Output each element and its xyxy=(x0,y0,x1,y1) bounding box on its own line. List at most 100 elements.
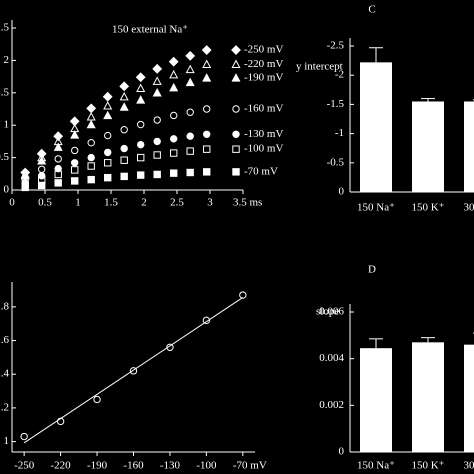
legend-marker xyxy=(232,145,240,153)
point xyxy=(87,175,95,184)
x-tick-label: -220 xyxy=(51,460,72,472)
x-tick-label: 0 xyxy=(9,197,15,209)
point xyxy=(185,77,195,87)
x-tick-label: 3 xyxy=(207,197,213,209)
y-axis-label: y intercept xyxy=(296,61,343,73)
y-tick-label: 0.004 xyxy=(319,352,344,364)
y-tick-label: 0 xyxy=(339,446,345,458)
bar xyxy=(360,348,392,452)
point xyxy=(70,130,80,139)
point xyxy=(153,170,161,179)
point xyxy=(170,149,178,157)
point xyxy=(137,120,145,129)
point xyxy=(202,59,212,68)
point xyxy=(135,72,146,83)
legend-label: -250 mV xyxy=(244,44,283,56)
point xyxy=(136,95,146,104)
x-tick-label: 150 Na⁺ xyxy=(357,460,395,472)
point xyxy=(87,153,95,162)
point xyxy=(170,111,178,120)
y-tick-label: -1.5 xyxy=(327,98,345,110)
point xyxy=(87,138,95,147)
annotation: 150 external Na⁺ xyxy=(112,24,188,36)
x-tick-label: -190 xyxy=(87,460,108,472)
point xyxy=(170,169,178,177)
point xyxy=(185,50,196,61)
point xyxy=(37,156,47,165)
bar xyxy=(464,344,474,452)
point xyxy=(203,130,211,138)
x-tick-label: 2.5 xyxy=(170,197,184,209)
point xyxy=(104,131,112,140)
x-tick-label: -70 mV xyxy=(233,460,267,472)
point xyxy=(20,432,28,441)
y-tick-label: 1.4 xyxy=(0,368,10,380)
legend-label: -220 mV xyxy=(244,58,283,70)
panel-label: D xyxy=(368,264,376,276)
point xyxy=(119,91,129,101)
y-tick-label: -1 xyxy=(335,127,344,139)
point xyxy=(71,146,79,155)
point xyxy=(201,45,212,55)
point xyxy=(203,168,211,176)
x-tick-label: 150 Na⁺ xyxy=(357,202,395,214)
point xyxy=(119,102,129,111)
legend-marker xyxy=(231,73,241,82)
y-tick-label: -0.5 xyxy=(327,156,345,168)
point xyxy=(120,172,128,181)
y-tick-label: -2 xyxy=(335,69,344,81)
y-tick-label: 0.002 xyxy=(319,399,344,411)
point xyxy=(103,101,113,110)
y-tick-label: 2.5 xyxy=(0,22,10,34)
point xyxy=(38,165,46,173)
y-axis-label: slope xyxy=(316,306,339,318)
y-tick-label: 0 xyxy=(339,186,345,198)
point xyxy=(86,119,96,129)
bar xyxy=(412,101,444,192)
legend-label: -100 mV xyxy=(244,143,283,155)
point xyxy=(203,145,211,153)
point xyxy=(169,69,179,79)
x-tick-label: 150 K⁺ xyxy=(412,202,445,214)
point xyxy=(38,181,46,190)
legend-marker xyxy=(231,59,241,68)
legend-label: -160 mV xyxy=(244,103,283,115)
point xyxy=(152,76,162,85)
y-tick-label: -2.5 xyxy=(327,40,345,52)
point xyxy=(166,343,174,351)
x-tick-label: -100 xyxy=(196,460,217,472)
point xyxy=(137,171,145,179)
x-tick-label: 1.5 xyxy=(104,197,118,209)
point xyxy=(153,116,161,124)
point xyxy=(203,105,211,113)
point xyxy=(169,82,179,92)
point xyxy=(153,137,161,146)
y-tick-label: 1.6 xyxy=(0,334,10,346)
point xyxy=(86,112,96,121)
x-tick-label: 150 K⁺ xyxy=(412,460,445,472)
y-tick-label: 1.5 xyxy=(0,86,10,98)
y-tick-label: 1 xyxy=(4,119,10,131)
legend-marker xyxy=(232,168,240,176)
point xyxy=(239,291,247,299)
point xyxy=(38,172,46,180)
legend-marker xyxy=(232,105,240,113)
y-tick-label: 2 xyxy=(4,54,10,66)
legend-label: -70 mV xyxy=(244,165,278,177)
x-tick-label: 3.5 ms xyxy=(233,197,262,209)
y-tick-label: 1.2 xyxy=(0,401,9,413)
x-tick-label: -130 xyxy=(160,460,181,472)
y-tick-label: 1.8 xyxy=(0,300,10,312)
x-tick-label: 2 xyxy=(141,197,147,209)
x-tick-label: 0.5 xyxy=(38,197,52,209)
point xyxy=(120,144,128,153)
point xyxy=(21,183,29,192)
point xyxy=(185,64,195,74)
point xyxy=(119,81,130,92)
point xyxy=(186,132,194,140)
y-tick-label: 0 xyxy=(4,184,10,196)
y-tick-label: 0.5 xyxy=(0,151,10,163)
legend-label: -190 mV xyxy=(244,71,283,83)
legend-marker xyxy=(231,45,241,55)
point xyxy=(87,162,95,170)
